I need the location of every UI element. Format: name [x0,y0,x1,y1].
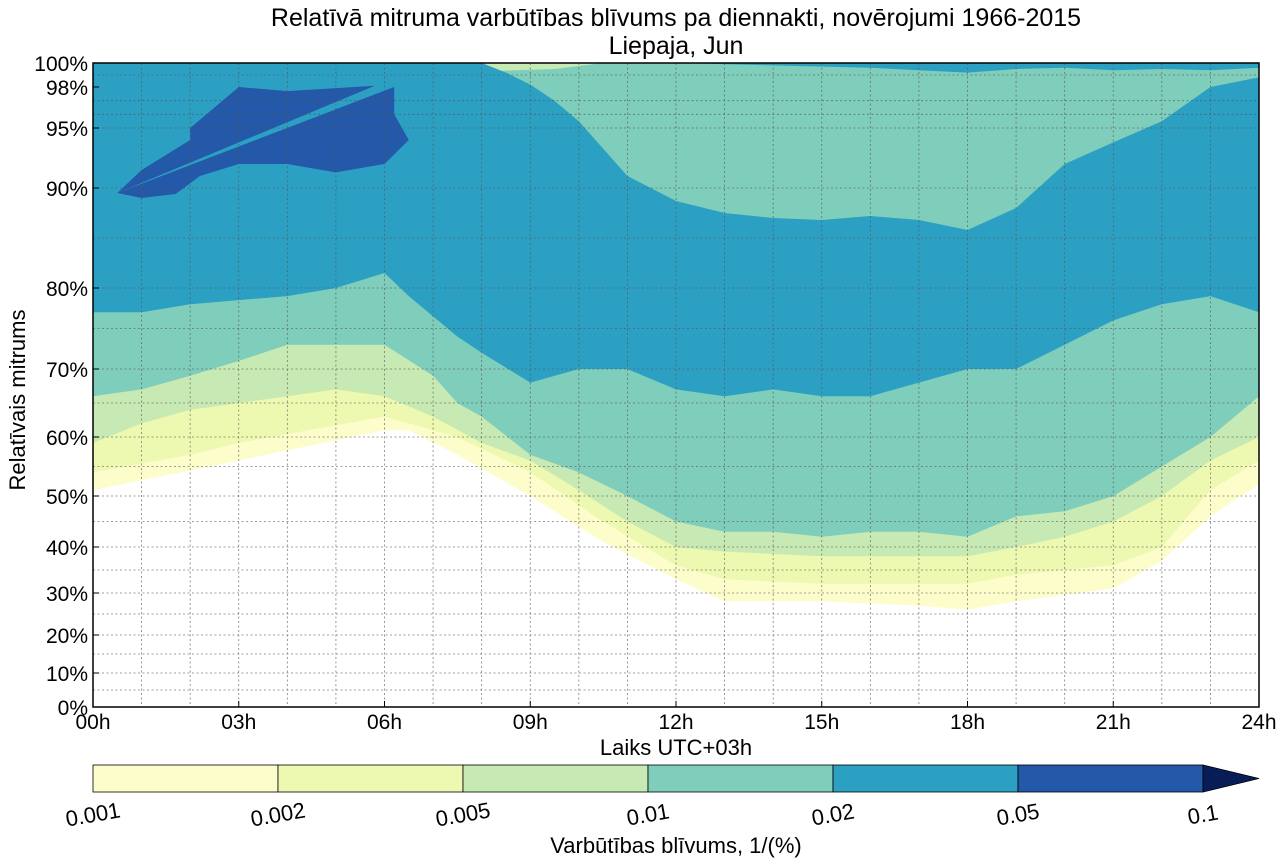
y-tick-label: 70% [46,359,88,382]
y-tick-label: 90% [46,178,88,201]
colorbar-tick-label: 0.05 [995,798,1042,830]
x-tick-label: 09h [513,711,548,734]
x-tick-label: 18h [950,711,985,734]
y-tick-label: 40% [46,537,88,560]
x-tick-label: 06h [367,711,402,734]
colorbar-tick-label: 0.002 [249,797,308,831]
x-axis-label: Laiks UTC+03h [599,735,753,760]
colorbar-tick-label: 0.005 [434,797,493,831]
colorbar-tick-label: 0.001 [64,797,123,831]
y-tick-label: 95% [46,118,88,141]
chart-subtitle: Liepaja, Jun [608,32,744,60]
colorbar-tick-label: 0.1 [1186,800,1220,830]
y-tick-label: 10% [46,663,88,686]
x-tick-label: 21h [1096,711,1131,734]
y-tick-label: 30% [46,583,88,606]
colorbar-tick-label: 0.02 [810,798,857,830]
y-tick-label: 20% [46,625,88,648]
y-tick-label: 100% [34,53,88,76]
colorbar-segment [832,764,1019,793]
x-tick-label: 00h [75,711,110,734]
colorbar-segment [92,764,279,793]
x-tick-label: 24h [1241,711,1276,734]
y-tick-label: 50% [46,486,88,509]
grid [93,63,1259,707]
y-tick-label: 60% [46,427,88,450]
y-tick-label: 98% [46,77,88,100]
axis-ticks: 0% 10% 20% 30% 40% 50% 60% 70% 80% 90% 95% 98%100% 0… [34,53,1276,734]
colorbar-segment [647,764,834,793]
x-tick-label: 12h [658,711,693,734]
y-tick-label: 80% [46,278,88,301]
colorbar: 0.001 0.002 0.005 0.01 0.02 0.05 0.1 [64,764,1260,832]
colorbar-extend-arrow [1202,764,1260,793]
y-axis-label-box: Relatīvais mitrums [3,310,33,491]
colorbar-tick-label: 0.01 [625,798,672,830]
colorbar-segment [1017,764,1204,793]
colorbar-segment [277,764,464,793]
colorbar-segment [462,764,649,793]
x-tick-label: 15h [804,711,839,734]
x-tick-label: 03h [221,711,256,734]
y-axis-label: Relatīvais mitrums [5,309,30,491]
colorbar-label: Varbūtības blīvums, 1/(%) [550,833,802,858]
y-tick-label: 0% [58,697,88,720]
chart-title: Relatīvā mitruma varbūtības blīvums pa d… [270,4,1082,32]
